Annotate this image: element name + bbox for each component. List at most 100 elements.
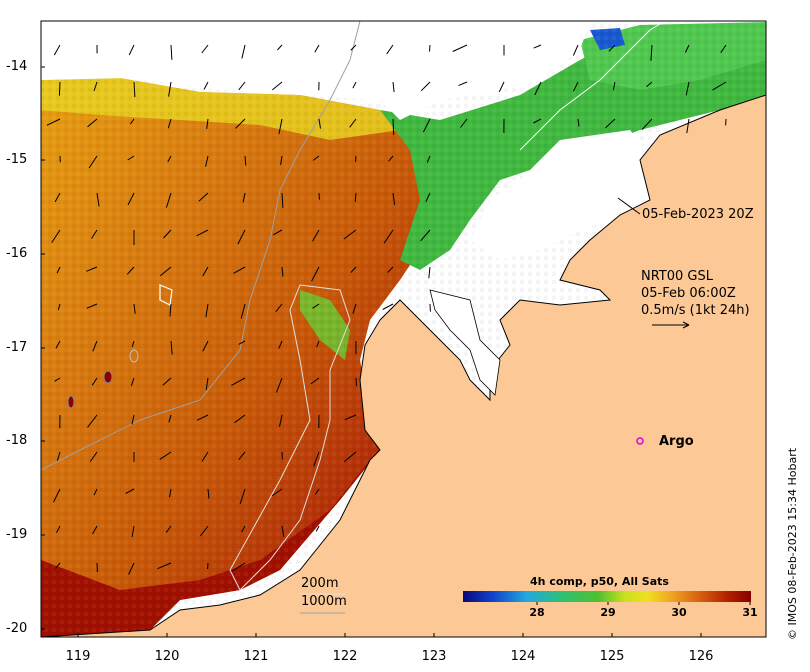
current-vector (533, 44, 542, 49)
map-frame (40, 20, 767, 638)
current-vector (425, 192, 431, 203)
current-vector (314, 44, 320, 53)
track-date-label: 05-Feb-2023 20Z (642, 207, 754, 222)
current-vector (612, 81, 616, 91)
current-vector (53, 488, 61, 503)
current-vector (350, 44, 357, 51)
current-vector (313, 451, 320, 467)
x-tick-label: 123 (421, 649, 447, 664)
y-tick-label: -18 (6, 433, 28, 448)
current-vector (429, 44, 431, 52)
current-vector (350, 266, 357, 273)
current-vector (128, 44, 135, 56)
y-tick-label: -17 (6, 340, 28, 355)
colorbar-tick-label: 31 (742, 606, 758, 619)
current-vector (237, 229, 246, 245)
current-vector (91, 229, 98, 239)
current-vector (352, 303, 357, 314)
current-vector (382, 303, 394, 310)
current-scale-arrow (652, 321, 690, 329)
current-vector (205, 303, 209, 318)
current-vector (205, 377, 209, 391)
current-vector (87, 118, 98, 128)
current-vector (54, 192, 61, 203)
colorbar-tick-label: 30 (671, 606, 687, 619)
current-vector (392, 192, 396, 205)
current-vector (641, 118, 653, 131)
current-vector (159, 451, 172, 460)
coast-outline (40, 94, 767, 638)
current-vector (162, 377, 172, 386)
current-vector (684, 44, 690, 53)
current-vector (51, 229, 61, 243)
current-source-label: NRT00 GSL (641, 269, 713, 284)
x-tick-label: 120 (154, 649, 180, 664)
current-vector (93, 488, 98, 496)
current-vector (608, 44, 616, 52)
current-vector (126, 266, 135, 275)
current-vector (56, 266, 61, 274)
current-vector (53, 44, 61, 56)
current-vector (276, 377, 283, 393)
current-vector (165, 525, 172, 533)
x-tick-label: 126 (688, 649, 714, 664)
current-vector (231, 377, 246, 386)
current-vector (167, 155, 172, 162)
current-vector (572, 44, 579, 56)
y-tick-label: -19 (6, 527, 28, 542)
current-vector (387, 266, 394, 273)
current-vector (57, 303, 61, 311)
current-vector (196, 414, 209, 421)
current-vector (88, 155, 98, 169)
current-vector (315, 525, 320, 532)
current-vector (93, 81, 98, 92)
map-panel (40, 20, 767, 638)
current-vector (96, 192, 100, 207)
current-vector (386, 44, 394, 55)
current-vector (128, 562, 135, 575)
current-vector (205, 155, 209, 167)
current-vector (159, 266, 172, 277)
current-vector (316, 340, 320, 348)
current-vector (452, 44, 468, 52)
current-vector (460, 118, 468, 128)
current-vector (46, 118, 61, 126)
current-vector (685, 81, 690, 96)
current-vector (312, 155, 320, 161)
axis-tickmarks (41, 66, 702, 637)
current-vectors (46, 44, 727, 575)
current-vector (131, 525, 135, 538)
current-vector (201, 44, 209, 54)
y-tick-label: -14 (6, 59, 28, 74)
current-vector (202, 340, 209, 352)
current-vector (233, 266, 246, 274)
current-vector (238, 340, 246, 345)
current-vector (392, 81, 395, 93)
current-vector (169, 303, 172, 317)
x-tick-label: 122 (332, 649, 358, 664)
satellite-track-line (519, 20, 666, 151)
current-vector (92, 340, 98, 352)
current-vector (234, 414, 246, 424)
current-vector (242, 192, 246, 203)
current-vector (238, 81, 246, 91)
y-tick-label: -16 (6, 246, 28, 261)
current-vector (133, 81, 136, 98)
y-tick-label: -15 (6, 152, 28, 167)
current-vector (383, 229, 394, 244)
credit-text: © IMOS 08-Feb-2023 15:34 Hobart (786, 447, 799, 640)
argo-float-marker[interactable] (636, 437, 644, 445)
current-vector (129, 118, 135, 125)
current-vector (279, 414, 283, 427)
current-vector (168, 414, 172, 423)
current-vector (352, 81, 357, 89)
current-vector (56, 451, 61, 462)
current-vector (281, 525, 285, 537)
current-vector (343, 451, 357, 463)
current-vector (55, 340, 61, 349)
current-vector (167, 118, 172, 129)
current-vector (131, 340, 135, 348)
current-vector (201, 451, 209, 462)
current-vector (281, 266, 284, 277)
